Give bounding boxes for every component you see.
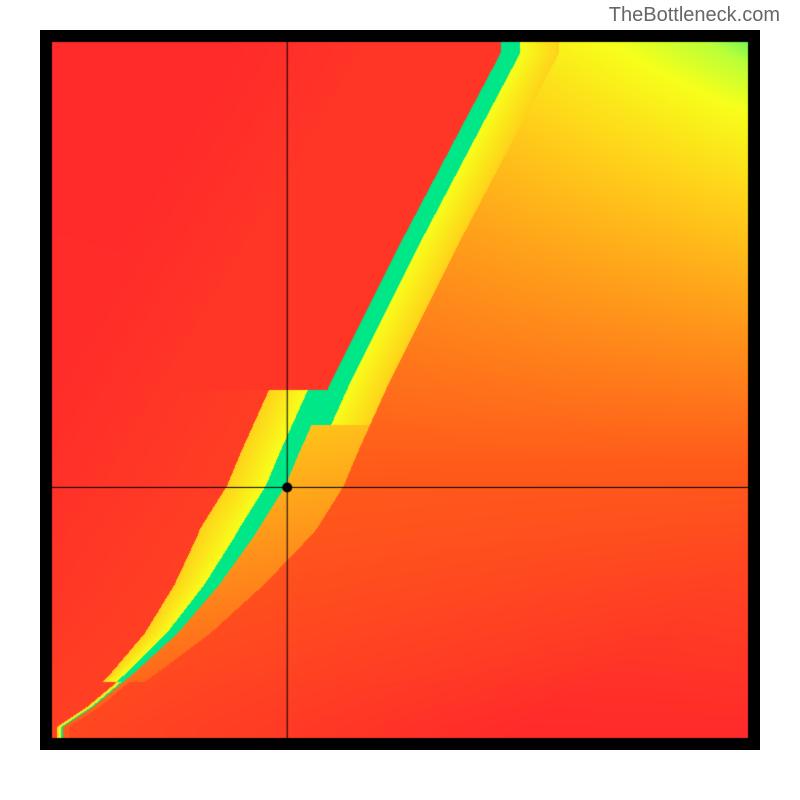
chart-container: TheBottleneck.com bbox=[0, 0, 800, 800]
heatmap-canvas bbox=[40, 30, 760, 750]
heatmap-plot bbox=[40, 30, 760, 750]
watermark-text: TheBottleneck.com bbox=[609, 4, 780, 27]
